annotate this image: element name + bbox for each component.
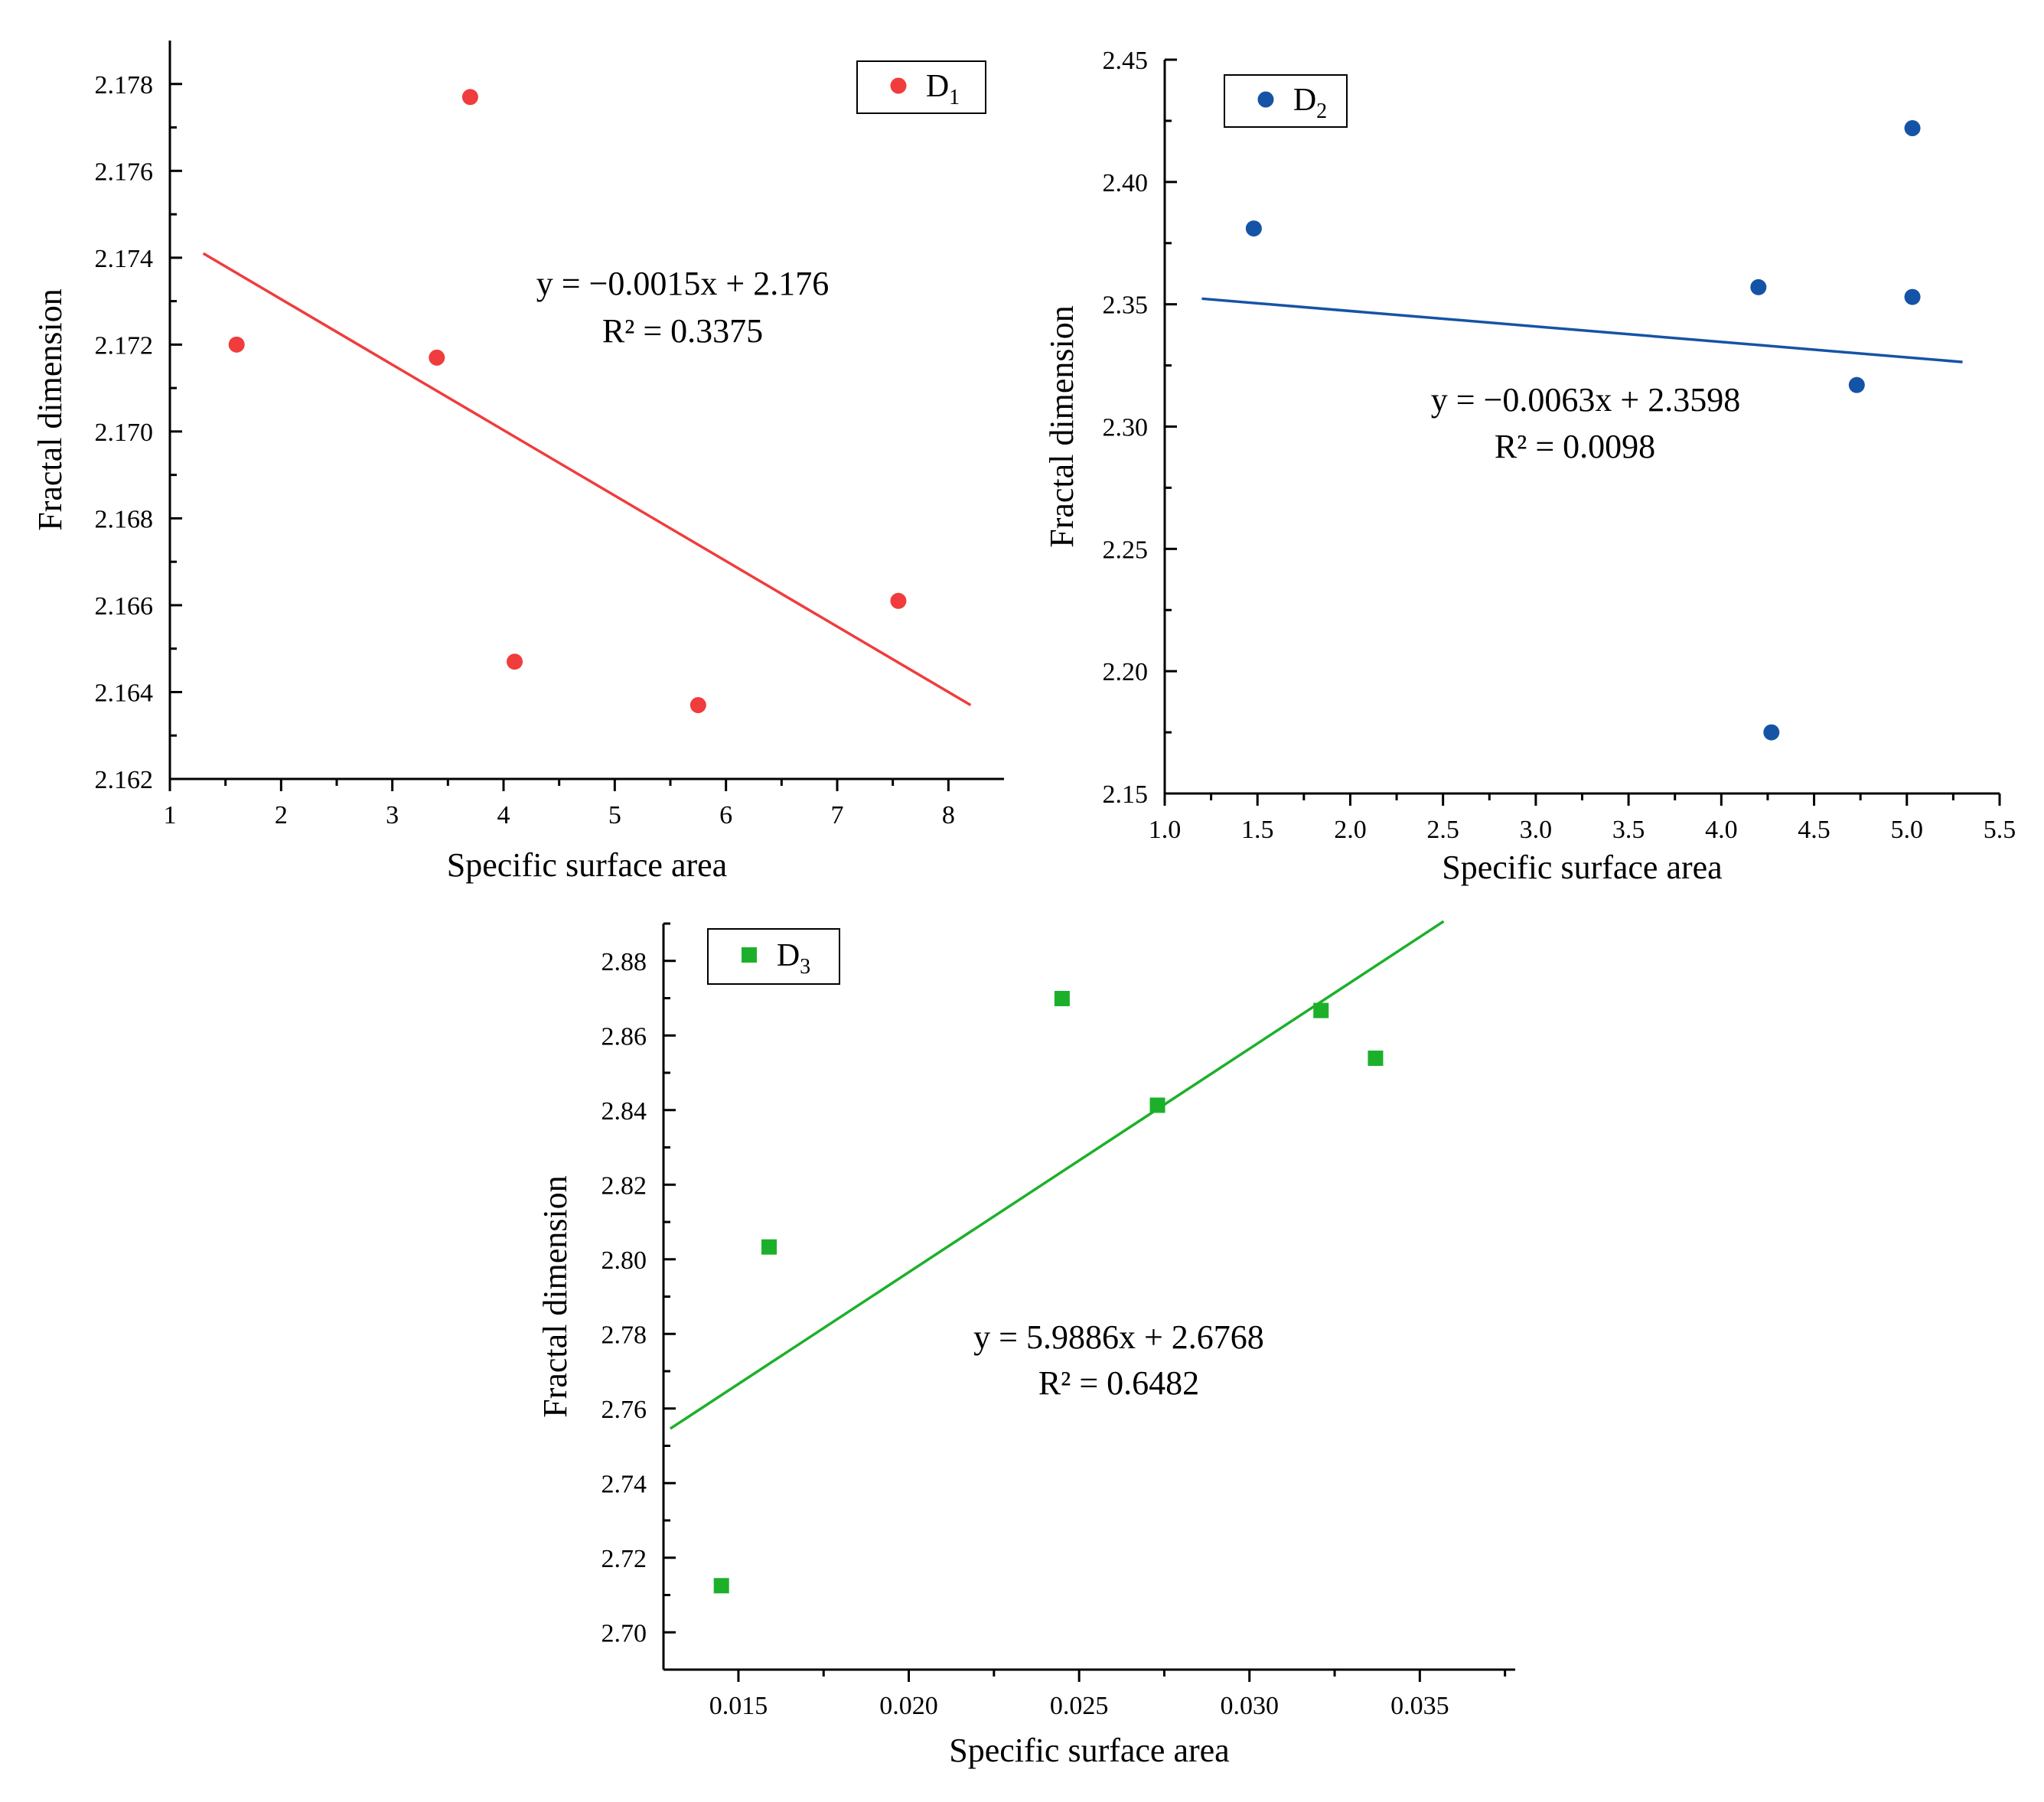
data-point — [1750, 279, 1767, 295]
x-tick-label: 5 — [608, 801, 621, 829]
x-tick-label: 5.5 — [1984, 816, 2016, 844]
x-tick-label: 0.035 — [1390, 1692, 1449, 1720]
x-tick-label: 2.5 — [1426, 816, 1459, 844]
x-tick-label: 3.0 — [1520, 816, 1553, 844]
x-tick-label: 3.5 — [1612, 816, 1645, 844]
chart-d2: 1.0 1.5 2.0 2.5 3.0 3.5 4.0 4.5 5.0 5.5 2.15 2.20 2.… — [1043, 47, 2016, 886]
y-tick-label: 2.84 — [601, 1097, 647, 1126]
x-tick-label: 2 — [275, 801, 288, 829]
x-tick-label: 0.020 — [879, 1692, 938, 1720]
y-tick-label: 2.80 — [601, 1246, 647, 1275]
data-point — [689, 697, 706, 713]
x-tick-label: 1.5 — [1241, 816, 1274, 844]
legend: D3 — [707, 928, 840, 985]
y-tick-label: 2.86 — [601, 1022, 647, 1051]
data-point — [1904, 288, 1921, 305]
y-tick-label: 2.78 — [601, 1321, 647, 1349]
y-tick-label: 2.40 — [1103, 169, 1149, 197]
legend-box — [1224, 74, 1348, 128]
x-tick-label: 5.0 — [1891, 816, 1924, 844]
x-tick-label: 0.030 — [1220, 1692, 1279, 1720]
data-point — [761, 1239, 778, 1255]
y-tick-label: 2.35 — [1103, 292, 1149, 320]
x-tick-label: 2.0 — [1334, 816, 1367, 844]
x-tick-label: 1 — [164, 801, 177, 829]
legend-marker — [1257, 91, 1274, 108]
y-tick-label: 2.74 — [601, 1470, 647, 1498]
data-point — [507, 653, 523, 670]
fit-equation: y = −0.0063x + 2.3598 — [1431, 381, 1740, 419]
x-tick-label: 7 — [831, 801, 844, 829]
y-tick-label: 2.25 — [1103, 536, 1149, 564]
y-tick-label: 2.176 — [95, 158, 154, 186]
legend-marker — [890, 77, 907, 94]
data-point — [1763, 724, 1780, 741]
legend-box — [707, 928, 840, 985]
y-tick-label: 2.45 — [1103, 47, 1149, 75]
x-tick-label: 1.0 — [1149, 816, 1182, 844]
x-axis-title: Specific surface area — [1442, 849, 1722, 886]
data-point — [1054, 990, 1070, 1006]
legend: D2 — [1224, 74, 1348, 128]
y-tick-label: 2.172 — [95, 331, 154, 360]
y-tick-label: 2.168 — [95, 505, 154, 533]
data-point — [461, 89, 478, 106]
y-tick-label: 2.170 — [95, 419, 154, 447]
y-tick-label: 2.166 — [95, 592, 154, 621]
trend-line — [202, 252, 972, 707]
legend: D1 — [856, 60, 986, 114]
data-point — [228, 336, 245, 353]
r-squared: R² = 0.6482 — [1038, 1364, 1199, 1402]
x-axis-title: Specific surface area — [949, 1732, 1229, 1769]
y-tick-label: 2.178 — [95, 71, 154, 99]
y-axis-title: Fractal dimension — [536, 1175, 574, 1418]
x-tick-label: 8 — [942, 801, 955, 829]
legend-marker — [742, 947, 757, 963]
data-point — [1313, 1002, 1329, 1018]
y-tick-label: 2.88 — [601, 948, 647, 976]
y-tick-label: 2.30 — [1103, 414, 1149, 442]
legend-label-subscript: 1 — [949, 86, 960, 109]
y-axis-title: Fractal dimension — [31, 288, 69, 531]
x-tick-label: 0.025 — [1050, 1692, 1109, 1720]
legend-label-subscript: 3 — [800, 955, 810, 979]
x-tick-label: 4.5 — [1798, 816, 1830, 844]
x-axis-title: Specific surface area — [447, 846, 727, 884]
y-tick-label: 2.174 — [95, 245, 154, 273]
y-tick-label: 2.15 — [1103, 780, 1149, 809]
data-point — [429, 349, 445, 366]
data-point — [713, 1578, 729, 1594]
y-tick-label: 2.76 — [601, 1396, 647, 1424]
data-point — [1848, 376, 1865, 393]
y-tick-label: 2.162 — [95, 766, 154, 794]
r-squared: R² = 0.0098 — [1495, 428, 1655, 465]
y-tick-label: 2.70 — [601, 1619, 647, 1647]
chart-d1: 1 2 3 4 5 6 7 8 2.162 2.164 2.166 2.168 2.170 2.172 2.… — [31, 41, 1004, 884]
x-tick-label: 4.0 — [1705, 816, 1738, 844]
y-tick-label: 2.164 — [95, 679, 154, 707]
data-point — [890, 592, 907, 609]
r-squared: R² = 0.3375 — [602, 312, 763, 350]
legend-box — [856, 60, 986, 114]
data-point — [1368, 1050, 1384, 1066]
y-axis-title: Fractal dimension — [1043, 305, 1081, 548]
x-tick-label: 3 — [386, 801, 399, 829]
data-point — [1904, 120, 1921, 137]
x-tick-label: 0.015 — [709, 1692, 768, 1720]
fit-equation: y = 5.9886x + 2.6768 — [973, 1318, 1264, 1356]
fit-equation: y = −0.0015x + 2.176 — [536, 265, 829, 302]
x-tick-label: 4 — [497, 801, 510, 829]
x-tick-label: 6 — [719, 801, 732, 829]
trend-line — [1201, 297, 1963, 363]
legend-label-subscript: 2 — [1316, 99, 1327, 123]
data-point — [1149, 1097, 1165, 1113]
y-tick-label: 2.20 — [1103, 658, 1149, 686]
chart-d3: 0.015 0.020 0.025 0.030 0.035 2.70 2.72 2.74 2.7… — [536, 920, 1515, 1769]
data-point — [1245, 220, 1262, 237]
y-tick-label: 2.72 — [601, 1545, 647, 1573]
y-tick-label: 2.82 — [601, 1171, 647, 1200]
